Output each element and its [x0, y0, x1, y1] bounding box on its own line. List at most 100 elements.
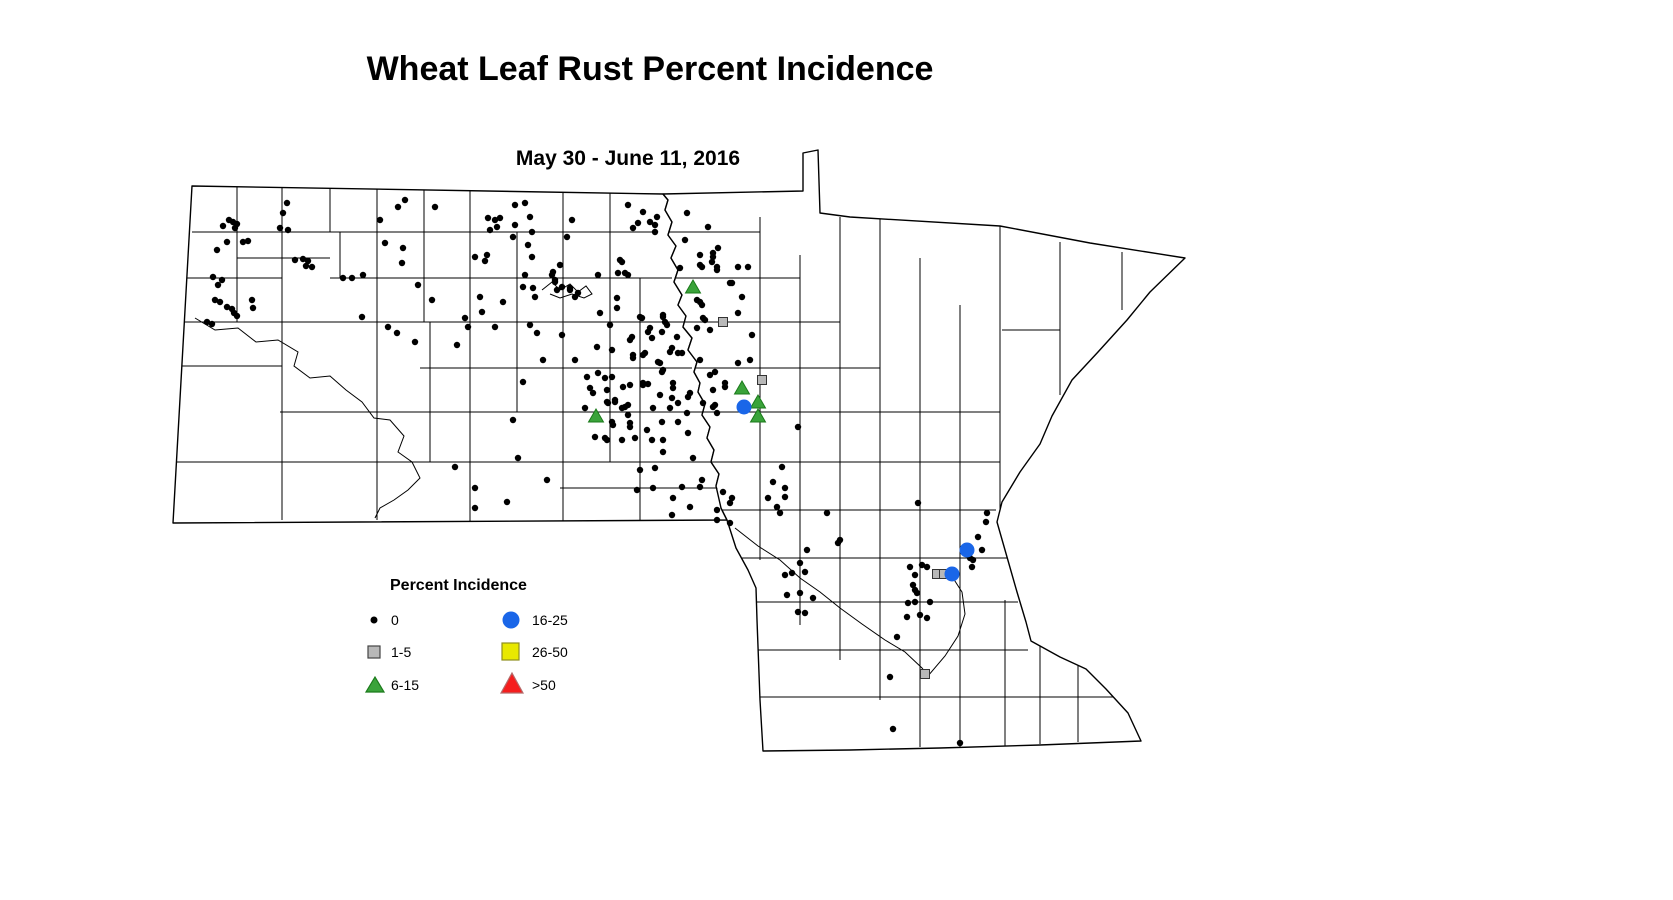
data-point: [809, 594, 817, 602]
data-point: [683, 409, 691, 417]
data-point: [674, 418, 682, 426]
data-point: [393, 329, 401, 337]
data-point: [757, 375, 767, 385]
data-point: [209, 273, 217, 281]
data-point: [659, 448, 667, 456]
data-point: [514, 454, 522, 462]
data-point: [696, 356, 704, 364]
data-point: [713, 506, 721, 514]
data-point: [909, 581, 917, 589]
data-point: [539, 356, 547, 364]
data-point: [203, 318, 211, 326]
data-point: [668, 511, 676, 519]
data-point: [621, 403, 629, 411]
data-point: [698, 301, 706, 309]
data-point: [636, 466, 644, 474]
data-point: [726, 279, 734, 287]
data-point: [304, 257, 312, 265]
data-point: [476, 293, 484, 301]
legend-label-gt50: >50: [532, 677, 556, 693]
data-point: [783, 591, 791, 599]
data-point: [734, 309, 742, 317]
data-point: [886, 673, 894, 681]
data-point: [709, 249, 717, 257]
data-point: [696, 251, 704, 259]
data-point: [651, 228, 659, 236]
data-point: [803, 546, 811, 554]
legend-symbol-green-triangle: [364, 675, 386, 693]
data-point: [674, 399, 682, 407]
data-point: [669, 384, 677, 392]
data-point: [653, 213, 661, 221]
data-point: [659, 313, 667, 321]
data-point: [916, 611, 924, 619]
data-point: [643, 426, 651, 434]
data-point: [591, 433, 599, 441]
data-point: [548, 271, 556, 279]
data-point: [733, 379, 751, 395]
data-point: [528, 228, 536, 236]
data-point: [711, 401, 719, 409]
data-point: [531, 293, 539, 301]
data-point: [624, 411, 632, 419]
legend-symbol-red-triangle: [499, 671, 525, 694]
data-point: [801, 609, 809, 617]
legend-label-26-50: 26-50: [532, 644, 568, 660]
data-point: [676, 264, 684, 272]
data-point: [519, 378, 527, 386]
data-point: [914, 499, 922, 507]
data-point: [616, 256, 624, 264]
data-point: [796, 559, 804, 567]
data-point: [801, 568, 809, 576]
data-point: [778, 463, 786, 471]
data-point: [669, 494, 677, 502]
data-point: [543, 476, 551, 484]
data-point: [431, 203, 439, 211]
data-point: [658, 328, 666, 336]
data-point: [974, 533, 982, 541]
data-point: [208, 320, 216, 328]
data-point: [471, 253, 479, 261]
data-point: [381, 239, 389, 247]
page-subtitle: May 30 - June 11, 2016: [516, 147, 740, 170]
data-point: [678, 483, 686, 491]
data-point: [601, 434, 609, 442]
data-point: [656, 359, 664, 367]
data-point: [639, 381, 647, 389]
data-point: [618, 436, 626, 444]
data-point: [604, 399, 612, 407]
data-point: [893, 633, 901, 641]
data-point: [663, 321, 671, 329]
data-point: [464, 323, 472, 331]
data-point: [223, 303, 231, 311]
data-point: [574, 289, 582, 297]
data-point: [678, 349, 686, 357]
data-point: [483, 251, 491, 259]
data-point: [594, 271, 602, 279]
legend-symbol-yellow-square: [501, 642, 520, 661]
data-point: [384, 323, 392, 331]
data-point: [451, 463, 459, 471]
legend-symbol-gray-square: [367, 645, 381, 659]
data-point: [211, 296, 219, 304]
data-point: [709, 386, 717, 394]
data-point: [503, 498, 511, 506]
data-point: [726, 499, 734, 507]
data-point: [553, 286, 561, 294]
data-point: [923, 563, 931, 571]
data-point: [649, 404, 657, 412]
data-point: [481, 257, 489, 265]
legend-title: Percent Incidence: [390, 577, 527, 594]
data-point: [696, 483, 704, 491]
data-point: [414, 281, 422, 289]
data-point: [471, 484, 479, 492]
data-point: [713, 263, 721, 271]
data-point: [781, 484, 789, 492]
data-point: [713, 516, 721, 524]
data-point: [693, 296, 701, 304]
data-point: [589, 389, 597, 397]
data-point: [713, 409, 721, 417]
data-point: [968, 563, 976, 571]
data-point: [788, 569, 796, 577]
data-point: [519, 283, 527, 291]
